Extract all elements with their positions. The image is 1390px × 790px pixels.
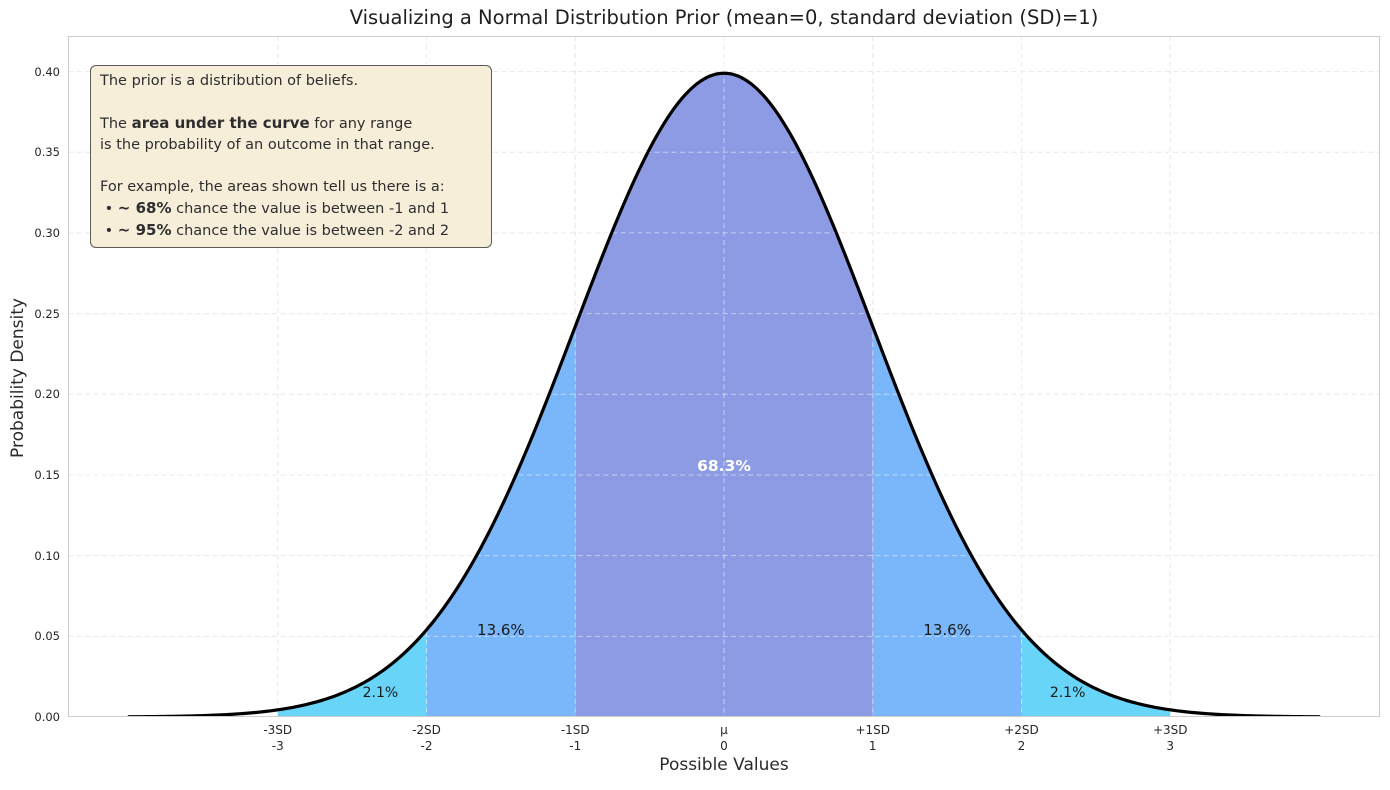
x-tick-label: -3SD -3 <box>263 723 293 753</box>
annotation-text: For example, the areas shown tell us the… <box>100 179 445 195</box>
annotation-line <box>100 156 482 177</box>
annotation-line: • ~ 68% chance the value is between -1 a… <box>100 198 482 220</box>
annotation-line: • ~ 95% chance the value is between -2 a… <box>100 220 482 242</box>
x-tick-label: +3SD 3 <box>1152 723 1188 753</box>
y-tick-label: 0.35 <box>34 145 60 160</box>
annotation-bold-text: ~ 68% <box>117 199 172 217</box>
annotation-line <box>100 92 482 113</box>
x-tick-label: +2SD 2 <box>1004 723 1039 753</box>
annotation-text: • <box>100 223 118 239</box>
x-tick-label: -2SD -2 <box>412 723 441 753</box>
x-axis-label: Possible Values <box>659 755 789 775</box>
x-tick-label: +1SD 1 <box>855 723 891 753</box>
y-tick-label: 0.10 <box>34 548 60 563</box>
annotation-line: is the probability of an outcome in that… <box>100 135 482 156</box>
annotation-text: is the probability of an outcome in that… <box>100 137 435 153</box>
x-tick-label: -1SD -1 <box>560 723 590 753</box>
y-axis-label: Probability Density <box>8 298 28 458</box>
annotation-line: The prior is a distribution of beliefs. <box>100 71 482 92</box>
annotation-bold-text: ~ 95% <box>117 221 172 239</box>
chart-title: Visualizing a Normal Distribution Prior … <box>349 6 1099 29</box>
annotation-box: The prior is a distribution of beliefs. … <box>90 65 492 248</box>
y-tick-label: 0.05 <box>34 629 60 644</box>
annotation-text: chance the value is between -1 and 1 <box>171 201 450 217</box>
annotation-text: • <box>100 201 118 217</box>
x-tick-label: μ 0 <box>720 723 728 753</box>
annotation-line: The area under the curve for any range <box>100 113 482 135</box>
annotation-bold-text: area under the curve <box>131 114 310 132</box>
annotation-line: For example, the areas shown tell us the… <box>100 177 482 198</box>
y-tick-label: 0.00 <box>34 710 60 724</box>
annotation-text: The <box>100 116 132 132</box>
annotation-text: The prior is a distribution of beliefs. <box>100 73 359 89</box>
annotation-text: chance the value is between -2 and 2 <box>171 223 450 239</box>
annotation-text: for any range <box>309 116 413 132</box>
y-tick-label: 0.40 <box>34 64 60 79</box>
